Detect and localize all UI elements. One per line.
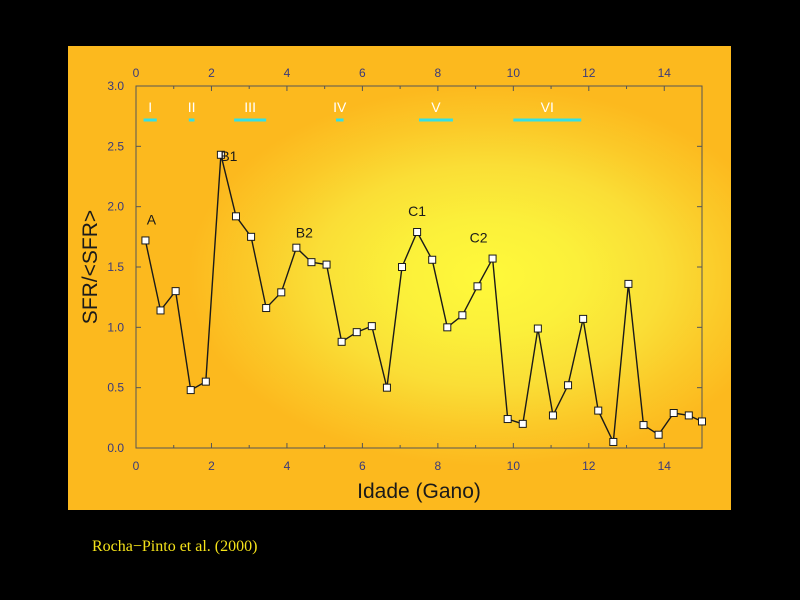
period-markers: I II III IV V VI [143, 99, 582, 122]
x-tick-label: 10 [507, 459, 521, 473]
top-x-tick-label: 4 [284, 66, 291, 80]
period-label: II [188, 99, 196, 115]
data-point [186, 386, 195, 395]
x-tick-label: 12 [582, 459, 596, 473]
y-axis-title: SFR/<SFR> [79, 210, 102, 324]
y-tick-label: 2.5 [107, 139, 124, 153]
series-line [144, 154, 703, 445]
data-point [473, 282, 482, 291]
x-tick-label: 14 [658, 459, 672, 473]
data-point [518, 419, 527, 428]
period-label: I [148, 99, 152, 115]
data-point [216, 150, 225, 159]
data-point [698, 417, 706, 426]
period-label: VI [541, 99, 554, 115]
data-point [141, 236, 150, 245]
data-point [262, 304, 271, 313]
point-annotations: A B1 B2 C1 C2 [147, 148, 488, 246]
data-point [669, 409, 678, 418]
data-point [639, 421, 648, 430]
data-point [382, 383, 391, 392]
top-x-tick-label: 14 [658, 66, 672, 80]
data-point [428, 255, 437, 264]
data-point [398, 263, 407, 271]
data-point [488, 254, 497, 263]
x-tick-label: 4 [284, 459, 291, 473]
data-point [292, 243, 301, 252]
top-x-tick-label: 6 [359, 66, 366, 80]
annotation-label: A [147, 211, 157, 227]
data-point [624, 279, 633, 288]
top-x-tick-label: 0 [133, 66, 140, 80]
y-tick-label: 2.0 [107, 200, 124, 214]
data-point [156, 306, 165, 315]
period-label: III [244, 99, 256, 115]
annotation-label: C2 [470, 230, 488, 246]
data-point [458, 311, 467, 320]
data-point [367, 322, 376, 331]
citation-caption: Rocha−Pinto et al. (2000) [92, 538, 258, 555]
x-tick-label: 0 [133, 459, 140, 473]
y-tick-label: 1.0 [107, 320, 124, 334]
data-point [654, 430, 663, 439]
x-tick-label: 2 [208, 459, 215, 473]
data-point [171, 287, 180, 296]
axis-labels: Idade (Gano) SFR/<SFR> [79, 210, 481, 503]
data-point [277, 288, 286, 297]
data-point [609, 437, 618, 446]
data-point [201, 377, 210, 386]
data-point [548, 411, 557, 420]
data-point [322, 260, 331, 269]
data-point [231, 212, 240, 221]
x-tick-label: 8 [435, 459, 442, 473]
data-point [352, 328, 361, 337]
annotation-label: B1 [220, 148, 237, 164]
data-point [594, 406, 603, 415]
data-point [533, 324, 542, 333]
data-point [564, 381, 573, 390]
top-x-tick-label: 10 [507, 66, 521, 80]
top-x-tick-label: 12 [582, 66, 596, 80]
annotation-label: B2 [296, 225, 313, 241]
sfr-series [141, 150, 706, 446]
data-point [503, 415, 512, 424]
data-point [307, 258, 316, 267]
y-tick-label: 0.5 [107, 381, 124, 395]
y-tick-label: 3.0 [107, 79, 124, 93]
y-tick-label: 0.0 [107, 441, 124, 455]
data-point [684, 411, 693, 420]
data-point [413, 228, 422, 237]
y-tick-label: 1.5 [107, 260, 124, 274]
x-axis-title: Idade (Gano) [357, 480, 481, 503]
data-point [443, 323, 452, 332]
data-point [337, 337, 346, 346]
plot-axes: 0 2 4 6 8 10 12 14 0 2 4 6 8 10 12 14 0.0 0.5 1.0 1.5 2.0 2.5… [107, 66, 703, 473]
x-tick-label: 6 [359, 459, 366, 473]
sfr-chart: 0 2 4 6 8 10 12 14 0 2 4 6 8 10 12 14 0.0 0.5 1.0 1.5 2.0 2.5… [79, 66, 706, 503]
period-label: V [431, 99, 441, 115]
top-x-tick-label: 8 [435, 66, 442, 80]
annotation-label: C1 [408, 203, 426, 219]
data-point [247, 232, 256, 241]
data-point [579, 314, 588, 323]
top-x-tick-label: 2 [208, 66, 215, 80]
plot-frame [135, 85, 703, 449]
period-label: IV [333, 99, 347, 115]
slide-panel: 0 2 4 6 8 10 12 14 0 2 4 6 8 10 12 14 0.0 0.5 1.0 1.5 2.0 2.5… [68, 46, 731, 510]
